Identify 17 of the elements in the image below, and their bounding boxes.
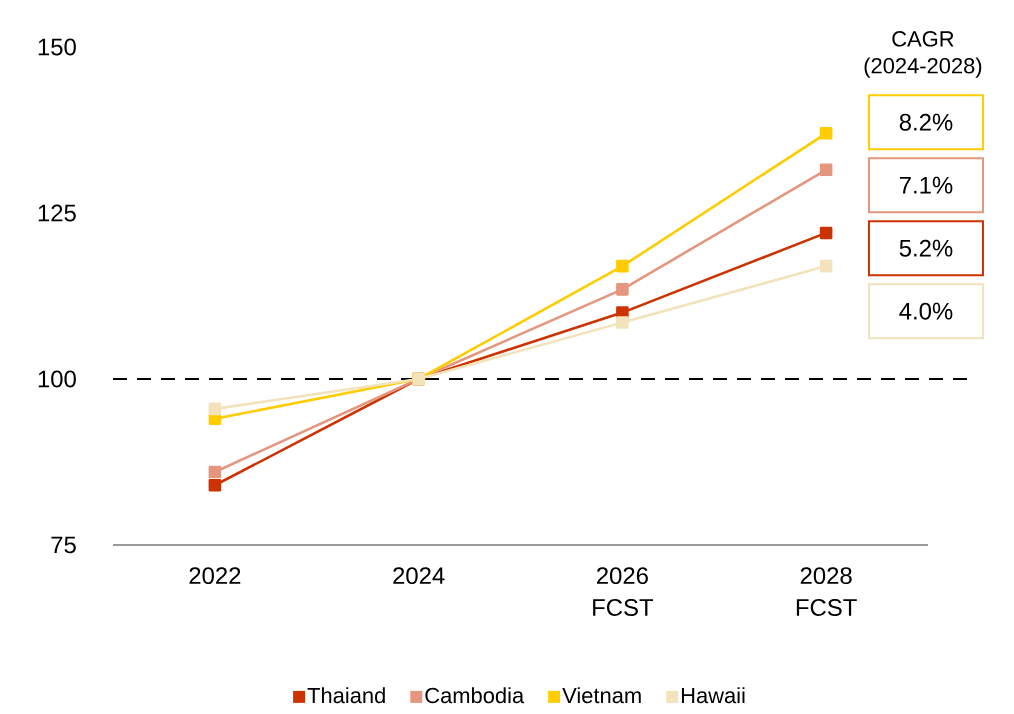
y-tick-label: 100 (38, 370, 76, 388)
x-tick-label: 2022 (189, 567, 241, 585)
y-tick-label: 150 (38, 38, 76, 56)
x-tick-label: 2026 FCST (593, 567, 654, 616)
annotation: 4.0% (899, 302, 953, 320)
annotation: 5.2% (899, 239, 953, 257)
y-tick-label: 125 (38, 204, 76, 222)
x-tick-label: 2028 FCST (796, 567, 857, 616)
legend-label: Hawaii (681, 687, 745, 704)
legend-label: Vietnam (562, 687, 641, 704)
legend-label: Cambodia (425, 687, 525, 704)
y-tick-label: 75 (51, 536, 76, 554)
x-tick-label: 2024 (393, 567, 445, 585)
legend-label: Thaiand (307, 687, 385, 704)
annotation: CAGR (2024-2028) (864, 31, 982, 78)
annotation: 8.2% (899, 113, 953, 131)
annotation: 7.1% (899, 176, 953, 194)
